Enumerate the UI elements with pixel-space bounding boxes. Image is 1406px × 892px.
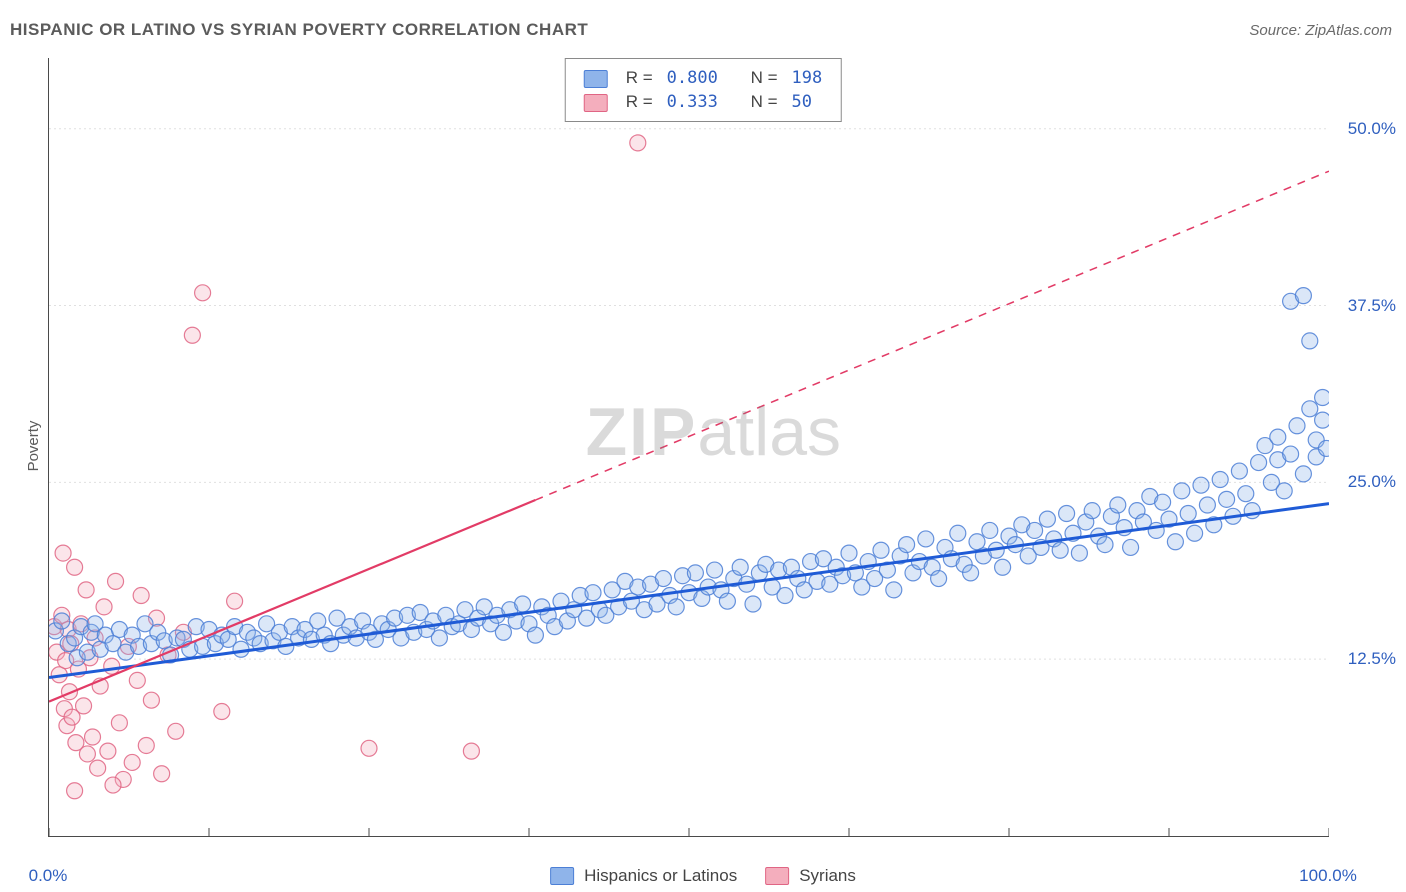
swatch-series1-bottom — [550, 867, 574, 885]
scatter-plot — [48, 58, 1329, 837]
y-tick-label: 50.0% — [1348, 119, 1396, 139]
y-tick-label: 37.5% — [1348, 296, 1396, 316]
y-tick-label: 12.5% — [1348, 649, 1396, 669]
source-attribution: Source: ZipAtlas.com — [1249, 22, 1392, 39]
legend-item-series2: Syrians — [765, 866, 856, 886]
swatch-series2-bottom — [765, 867, 789, 885]
r-value-series1: 0.800 — [661, 67, 724, 89]
n-value-series2: 50 — [786, 91, 829, 113]
chart-title: HISPANIC OR LATINO VS SYRIAN POVERTY COR… — [10, 20, 588, 40]
y-axis-label: Poverty — [25, 421, 42, 472]
series2-name: Syrians — [799, 866, 856, 886]
n-label: N = — [751, 68, 778, 87]
n-label: N = — [751, 92, 778, 111]
r-label: R = — [626, 68, 653, 87]
legend-item-series1: Hispanics or Latinos — [550, 866, 737, 886]
legend-table: R = 0.800 N = 198 R = 0.333 N = 50 — [576, 65, 831, 115]
swatch-series1 — [584, 70, 608, 88]
y-tick-label: 25.0% — [1348, 472, 1396, 492]
source-name: ZipAtlas.com — [1305, 22, 1392, 39]
n-value-series1: 198 — [786, 67, 829, 89]
legend-series-names: Hispanics or Latinos Syrians — [550, 866, 856, 886]
source-label: Source: — [1249, 22, 1301, 39]
x-tick-label: 0.0% — [29, 866, 68, 886]
r-value-series2: 0.333 — [661, 91, 724, 113]
chart-container: HISPANIC OR LATINO VS SYRIAN POVERTY COR… — [0, 0, 1406, 892]
legend-row-series1: R = 0.800 N = 198 — [578, 67, 829, 89]
legend-correlation-box: R = 0.800 N = 198 R = 0.333 N = 50 — [565, 58, 842, 122]
swatch-series2 — [584, 94, 608, 112]
r-label: R = — [626, 92, 653, 111]
legend-row-series2: R = 0.333 N = 50 — [578, 91, 829, 113]
series1-name: Hispanics or Latinos — [584, 866, 737, 886]
x-tick-label: 100.0% — [1299, 866, 1357, 886]
